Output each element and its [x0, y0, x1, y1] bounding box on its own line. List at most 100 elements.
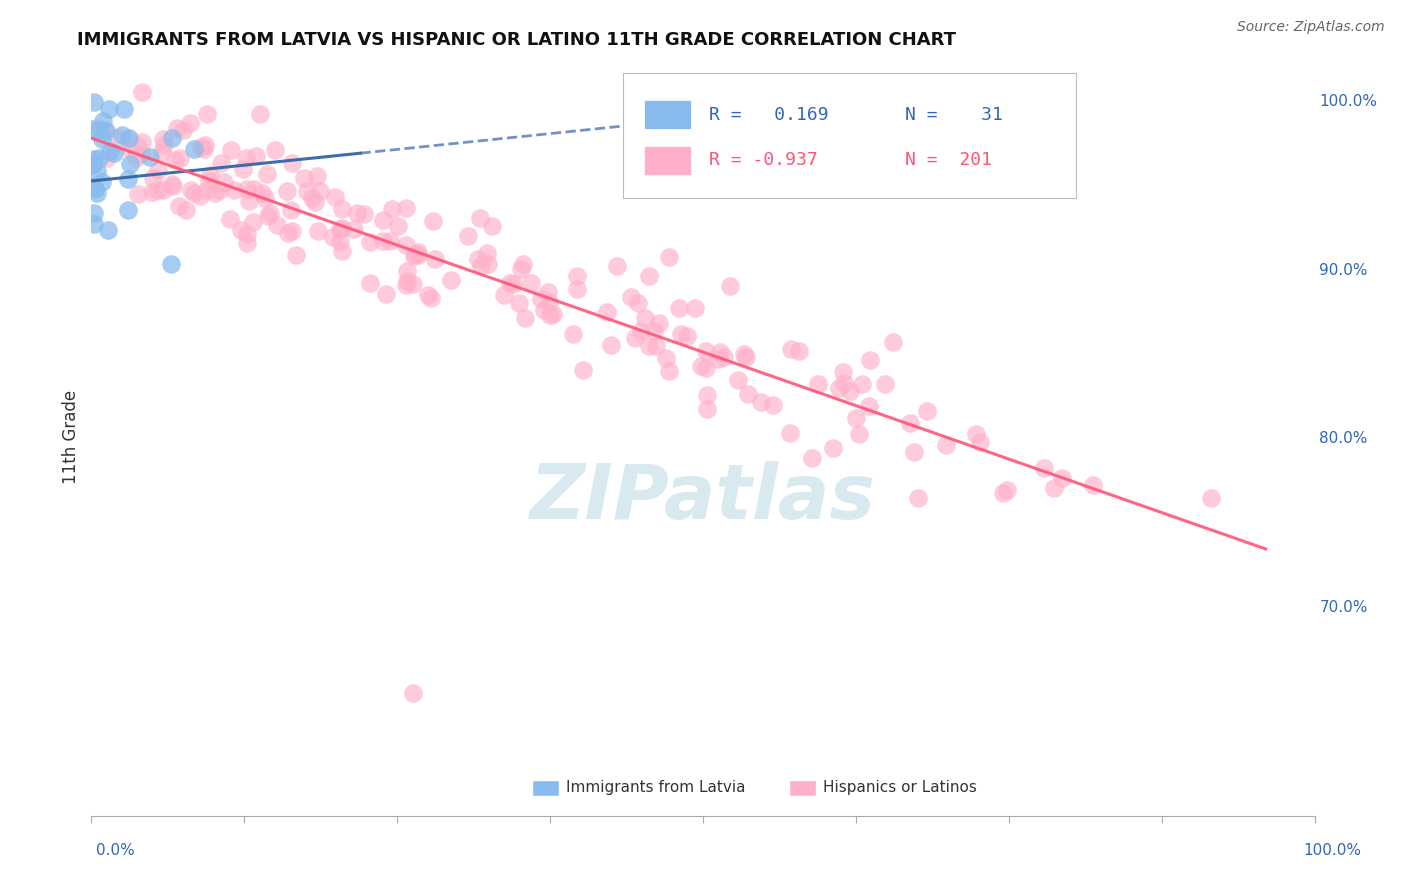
FancyBboxPatch shape [644, 101, 690, 129]
Point [82, 122, 104, 136]
Point [301, 191, 323, 205]
Point [499, 276, 522, 290]
Point [83, 153, 105, 167]
Point [91, 132, 114, 146]
Point [83, 217, 105, 231]
Point [160, 131, 183, 145]
Point [183, 186, 205, 201]
Point [567, 282, 589, 296]
Point [419, 292, 441, 306]
Point [127, 138, 149, 153]
Point [193, 142, 215, 156]
Point [737, 386, 759, 401]
Point [103, 145, 125, 160]
Point [276, 184, 298, 198]
Point [236, 227, 259, 242]
Point [118, 141, 141, 155]
Point [537, 285, 560, 300]
Point [655, 351, 678, 365]
Point [408, 245, 430, 260]
Point [831, 365, 853, 379]
Point [96, 124, 118, 138]
Point [148, 162, 170, 177]
Point [418, 288, 440, 302]
Point [256, 209, 278, 223]
Point [91, 114, 114, 128]
Point [249, 107, 271, 121]
Point [86, 164, 108, 178]
Point [346, 205, 368, 219]
Text: Source: ZipAtlas.com: Source: ZipAtlas.com [1237, 20, 1385, 34]
Point [242, 215, 264, 229]
Point [198, 174, 221, 188]
Point [859, 353, 882, 368]
Point [477, 257, 499, 271]
Point [470, 258, 492, 272]
Point [167, 199, 190, 213]
Point [307, 224, 329, 238]
Point [404, 246, 426, 260]
Point [83, 182, 105, 196]
Point [709, 345, 731, 359]
Point [127, 187, 149, 202]
Text: R = -0.937: R = -0.937 [709, 152, 818, 169]
Point [787, 344, 810, 359]
Point [259, 205, 281, 219]
Point [620, 290, 643, 304]
Point [117, 202, 139, 217]
Point [903, 445, 925, 459]
Point [502, 277, 524, 292]
Point [330, 221, 353, 235]
Point [1050, 471, 1073, 485]
Point [374, 287, 396, 301]
Point [540, 309, 562, 323]
Point [162, 178, 184, 193]
Point [643, 324, 665, 338]
Point [172, 123, 194, 137]
Point [627, 295, 650, 310]
Point [402, 686, 425, 700]
Point [510, 262, 533, 277]
Point [696, 388, 718, 402]
Point [166, 121, 188, 136]
Point [179, 116, 201, 130]
Point [735, 350, 758, 364]
Point [224, 183, 246, 197]
Point [146, 183, 169, 197]
Point [423, 252, 446, 266]
Point [117, 131, 139, 145]
Point [254, 191, 277, 205]
Point [82, 158, 104, 172]
Point [90, 175, 112, 189]
Point [676, 328, 699, 343]
Point [512, 257, 534, 271]
Point [508, 296, 530, 310]
Point [245, 149, 267, 163]
Text: IMMIGRANTS FROM LATVIA VS HISPANIC OR LATINO 11TH GRADE CORRELATION CHART: IMMIGRANTS FROM LATVIA VS HISPANIC OR LA… [77, 31, 956, 49]
Point [138, 150, 160, 164]
Point [395, 201, 418, 215]
Point [359, 235, 381, 249]
Point [638, 339, 661, 353]
Point [329, 234, 352, 248]
Text: Hispanics or Latinos: Hispanics or Latinos [823, 780, 977, 795]
Point [630, 324, 652, 338]
Point [280, 203, 302, 218]
Point [727, 373, 749, 387]
Point [117, 172, 139, 186]
Point [307, 169, 329, 183]
Point [204, 186, 226, 201]
Point [492, 287, 515, 301]
Point [97, 223, 120, 237]
Point [353, 207, 375, 221]
Point [468, 211, 491, 225]
Point [668, 301, 690, 316]
Point [402, 277, 425, 292]
Point [183, 142, 205, 156]
Point [467, 252, 489, 266]
FancyBboxPatch shape [531, 780, 558, 797]
Point [749, 394, 772, 409]
Point [637, 268, 659, 283]
Point [477, 246, 499, 260]
Point [481, 219, 503, 233]
